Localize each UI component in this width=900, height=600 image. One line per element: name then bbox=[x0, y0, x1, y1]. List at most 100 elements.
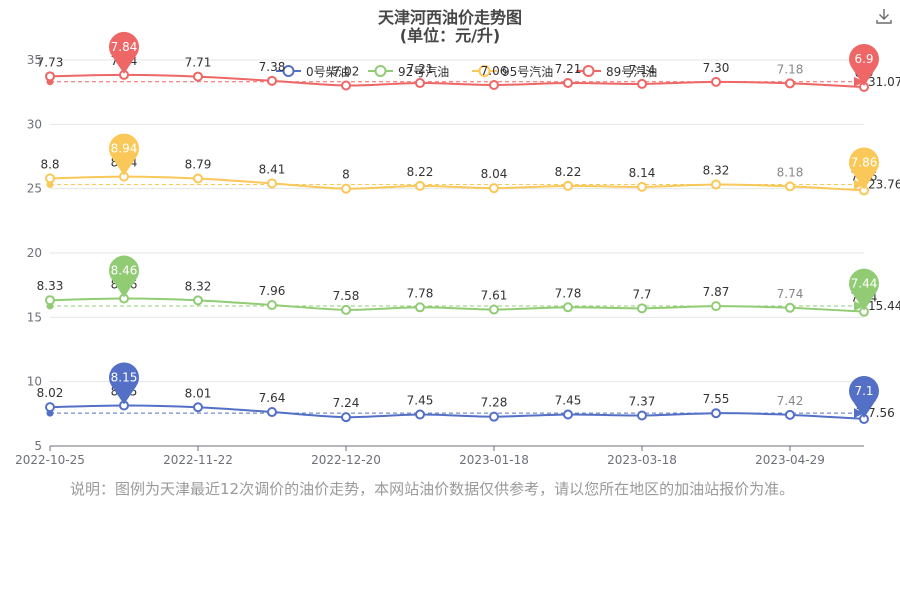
pin-head bbox=[849, 44, 879, 75]
data-point[interactable] bbox=[45, 295, 55, 306]
data-label: 7.73 bbox=[37, 55, 64, 69]
average-arrow bbox=[854, 300, 864, 311]
max-pin: 8.15 bbox=[109, 362, 139, 405]
data-label: 8.32 bbox=[703, 164, 730, 178]
data-point[interactable] bbox=[637, 410, 647, 421]
data-label: 8.18 bbox=[777, 165, 804, 179]
data-label: 7.61 bbox=[481, 288, 508, 302]
data-point[interactable] bbox=[193, 71, 203, 82]
data-point[interactable] bbox=[45, 71, 55, 82]
data-label: 7.55 bbox=[703, 392, 730, 406]
legend-marker bbox=[582, 65, 595, 77]
data-point[interactable] bbox=[711, 179, 721, 190]
data-point[interactable] bbox=[415, 302, 425, 313]
data-point[interactable] bbox=[563, 78, 573, 89]
data-point[interactable] bbox=[785, 302, 795, 313]
data-point[interactable] bbox=[341, 80, 351, 91]
legend-marker bbox=[374, 65, 387, 77]
data-point[interactable] bbox=[563, 409, 573, 420]
data-point[interactable] bbox=[785, 181, 795, 192]
data-label: 7.02 bbox=[333, 64, 360, 78]
data-label: 8.22 bbox=[407, 165, 434, 179]
pin-head bbox=[849, 147, 879, 178]
data-point[interactable] bbox=[637, 303, 647, 314]
data-point[interactable] bbox=[415, 78, 425, 89]
pin-head bbox=[109, 31, 139, 62]
legend-marker bbox=[282, 65, 295, 77]
data-point[interactable] bbox=[711, 301, 721, 312]
data-label: 7.21 bbox=[407, 62, 434, 76]
x-tick-label: 2022-12-20 bbox=[311, 453, 381, 467]
data-label: 7.37 bbox=[629, 395, 656, 409]
x-tick-label: 2022-11-22 bbox=[163, 453, 233, 467]
data-point[interactable] bbox=[45, 402, 55, 413]
data-point[interactable] bbox=[489, 183, 499, 194]
data-point[interactable] bbox=[415, 180, 425, 191]
data-label: 8.8 bbox=[40, 157, 59, 171]
series-89号汽油: 31.07 7.73 7.84 7.71 7.38 7.02 7.21 7.06 7.21 7.1… bbox=[37, 31, 900, 93]
y-tick-label: 10 bbox=[27, 375, 42, 389]
data-point[interactable] bbox=[267, 299, 277, 310]
data-label: 8.14 bbox=[629, 166, 656, 180]
data-label: 7.45 bbox=[407, 393, 434, 407]
data-point[interactable] bbox=[341, 412, 351, 423]
data-point[interactable] bbox=[711, 408, 721, 419]
min-pin: 7.44 bbox=[849, 268, 879, 311]
data-label: 7.38 bbox=[259, 60, 286, 74]
data-point[interactable] bbox=[489, 411, 499, 422]
average-label: 23.76 bbox=[868, 177, 900, 191]
pin-label: 8.46 bbox=[111, 264, 138, 278]
legend-item[interactable]: 89号汽油 bbox=[576, 64, 657, 79]
data-point[interactable] bbox=[489, 304, 499, 315]
data-label: 7.18 bbox=[777, 62, 804, 76]
series-0号柴油: 7.56 8.02 8.15 8.01 7.64 7.24 7.45 7.28 7.45 7.37… bbox=[37, 362, 895, 424]
data-point[interactable] bbox=[45, 173, 55, 184]
y-tick-label: 30 bbox=[27, 117, 42, 131]
data-point[interactable] bbox=[267, 407, 277, 418]
data-label: 7.96 bbox=[259, 284, 286, 298]
legend-label: 95号汽油 bbox=[502, 64, 553, 79]
data-point[interactable] bbox=[415, 409, 425, 420]
data-point[interactable] bbox=[341, 304, 351, 315]
data-point[interactable] bbox=[785, 78, 795, 89]
data-point[interactable] bbox=[193, 402, 203, 413]
data-point[interactable] bbox=[193, 173, 203, 184]
data-point[interactable] bbox=[341, 183, 351, 194]
data-label: 7.30 bbox=[703, 61, 730, 75]
pin-label: 7.44 bbox=[851, 277, 878, 291]
average-arrow bbox=[854, 408, 864, 419]
data-label: 8.32 bbox=[185, 279, 212, 293]
data-point[interactable] bbox=[563, 180, 573, 191]
series-line bbox=[49, 404, 865, 420]
legend-marker bbox=[478, 65, 491, 77]
data-label: 7.64 bbox=[259, 391, 286, 405]
data-label: 8.22 bbox=[555, 165, 582, 179]
data-point[interactable] bbox=[711, 76, 721, 87]
footnote: 说明：图例为天津最近12次调价的油价走势，本网站油价数据仅供参考，请以您所在地区… bbox=[70, 480, 795, 498]
data-label: 7.78 bbox=[555, 286, 582, 300]
data-point[interactable] bbox=[637, 78, 647, 89]
data-label: 7.28 bbox=[481, 396, 508, 410]
data-point[interactable] bbox=[785, 409, 795, 420]
data-point[interactable] bbox=[193, 295, 203, 306]
data-label: 7.58 bbox=[333, 289, 360, 303]
min-pin: 6.9 bbox=[849, 44, 879, 87]
pin-label: 6.9 bbox=[854, 52, 873, 66]
y-tick-label: 35 bbox=[27, 53, 42, 67]
data-point[interactable] bbox=[267, 75, 277, 86]
data-point[interactable] bbox=[489, 79, 499, 90]
data-label: 8 bbox=[342, 168, 350, 182]
legend-item[interactable]: 0号柴油 bbox=[276, 65, 350, 79]
series-95号汽油: 23.76 8.8 8.94 8.79 8.41 8 8.22 8.04 8.22 8.14 8.3… bbox=[40, 133, 900, 196]
data-point[interactable] bbox=[267, 178, 277, 189]
data-point[interactable] bbox=[637, 181, 647, 192]
data-label: 7.87 bbox=[703, 285, 730, 299]
series-layer: 7.56 8.02 8.15 8.01 7.64 7.24 7.45 7.28 7.45 7.37… bbox=[37, 31, 900, 424]
series-line bbox=[49, 73, 865, 89]
legend-item[interactable]: 92号汽油 bbox=[368, 64, 449, 79]
legend-item[interactable]: 95号汽油 bbox=[472, 64, 553, 79]
download-icon[interactable] bbox=[874, 6, 894, 26]
data-point[interactable] bbox=[563, 302, 573, 313]
pin-head bbox=[849, 375, 879, 406]
data-label: 8.79 bbox=[185, 158, 212, 172]
